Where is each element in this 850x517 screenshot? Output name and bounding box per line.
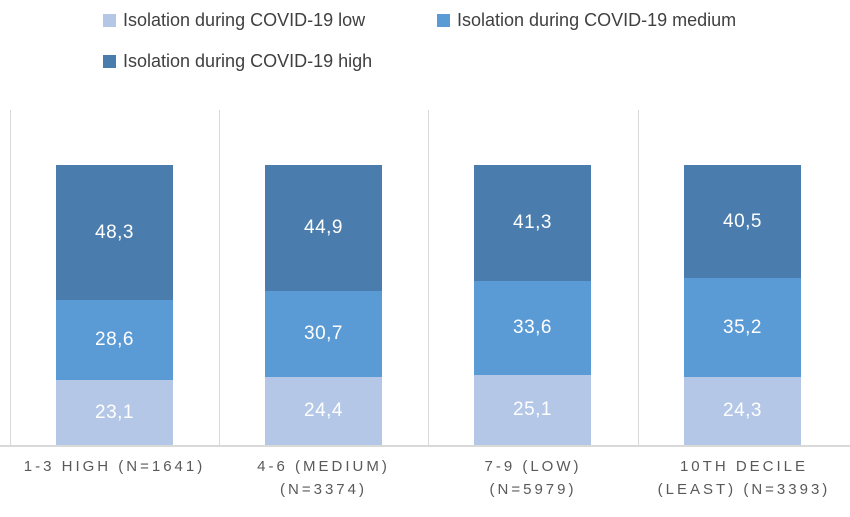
category-label-4: 10TH DECILE (LEAST) (N=3393): [638, 455, 850, 501]
category-label-line2: (LEAST) (N=3393): [657, 481, 831, 498]
category-label-1: 1-3 HIGH (N=1641): [10, 455, 219, 478]
legend-label-medium: Isolation during COVID-19 medium: [457, 10, 737, 30]
bar-group-1: 48,3 28,6 23,1: [56, 165, 173, 445]
category-label-line1: 7-9 (LOW): [484, 458, 582, 475]
category-label-2: 4-6 (MEDIUM) (N=3374): [219, 455, 428, 501]
value-label: 23,1: [95, 401, 134, 423]
legend-swatch-low-icon: [103, 14, 116, 27]
gridline-2: [219, 110, 220, 445]
bar-1-segment-low: 23,1: [56, 380, 173, 445]
category-label-3: 7-9 (LOW) (N=5979): [428, 455, 638, 501]
legend-row-1: Isolation during COVID-19 low Isolation …: [103, 10, 840, 31]
bar-4-segment-high: 40,5: [684, 165, 801, 279]
bar-2-segment-medium: 30,7: [265, 290, 382, 377]
category-label-line1: 1-3 HIGH (N=1641): [23, 458, 206, 475]
chart-legend: Isolation during COVID-19 low Isolation …: [103, 10, 840, 72]
value-label: 35,2: [723, 316, 762, 338]
value-label: 44,9: [304, 216, 343, 238]
plot-area: 48,3 28,6 23,1 44,9 30,7 24,4 41,3: [0, 110, 850, 447]
bar-1-segment-medium: 28,6: [56, 300, 173, 381]
gridline-4: [638, 110, 639, 445]
value-label: 28,6: [95, 329, 134, 351]
value-label: 25,1: [513, 398, 552, 420]
category-label-line2: (N=3374): [280, 481, 367, 498]
bar-3-segment-medium: 33,6: [474, 280, 591, 375]
legend-swatch-high-icon: [103, 55, 116, 68]
value-label: 41,3: [513, 211, 552, 233]
value-label: 48,3: [95, 221, 134, 243]
bar-group-2: 44,9 30,7 24,4: [265, 165, 382, 445]
value-label: 30,7: [304, 322, 343, 344]
gridline-1: [10, 110, 11, 445]
legend-item-low: Isolation during COVID-19 low: [103, 10, 437, 31]
gridline-3: [428, 110, 429, 445]
bar-group-4: 40,5 35,2 24,3: [684, 165, 801, 445]
category-label-line1: 10TH DECILE: [679, 458, 809, 475]
value-label: 24,4: [304, 399, 343, 421]
bar-4-segment-medium: 35,2: [684, 278, 801, 377]
bar-2-segment-high: 44,9: [265, 165, 382, 291]
bar-3-segment-low: 25,1: [474, 374, 591, 445]
value-label: 40,5: [723, 210, 762, 232]
bar-1-segment-high: 48,3: [56, 165, 173, 301]
bar-4-segment-low: 24,3: [684, 376, 801, 445]
bar-2-segment-low: 24,4: [265, 376, 382, 445]
legend-swatch-medium-icon: [437, 14, 450, 27]
category-label-line2: (N=5979): [489, 481, 577, 498]
legend-label-high: Isolation during COVID-19 high: [123, 51, 373, 71]
legend-label-low: Isolation during COVID-19 low: [123, 10, 366, 30]
bar-3-segment-high: 41,3: [474, 165, 591, 281]
legend-item-medium: Isolation during COVID-19 medium: [437, 10, 736, 31]
bar-group-3: 41,3 33,6 25,1: [474, 165, 591, 445]
legend-item-high: Isolation during COVID-19 high: [103, 51, 372, 72]
value-label: 33,6: [513, 316, 552, 338]
value-label: 24,3: [723, 399, 762, 421]
legend-row-2: Isolation during COVID-19 high: [103, 51, 840, 72]
category-label-line1: 4-6 (MEDIUM): [257, 458, 390, 475]
